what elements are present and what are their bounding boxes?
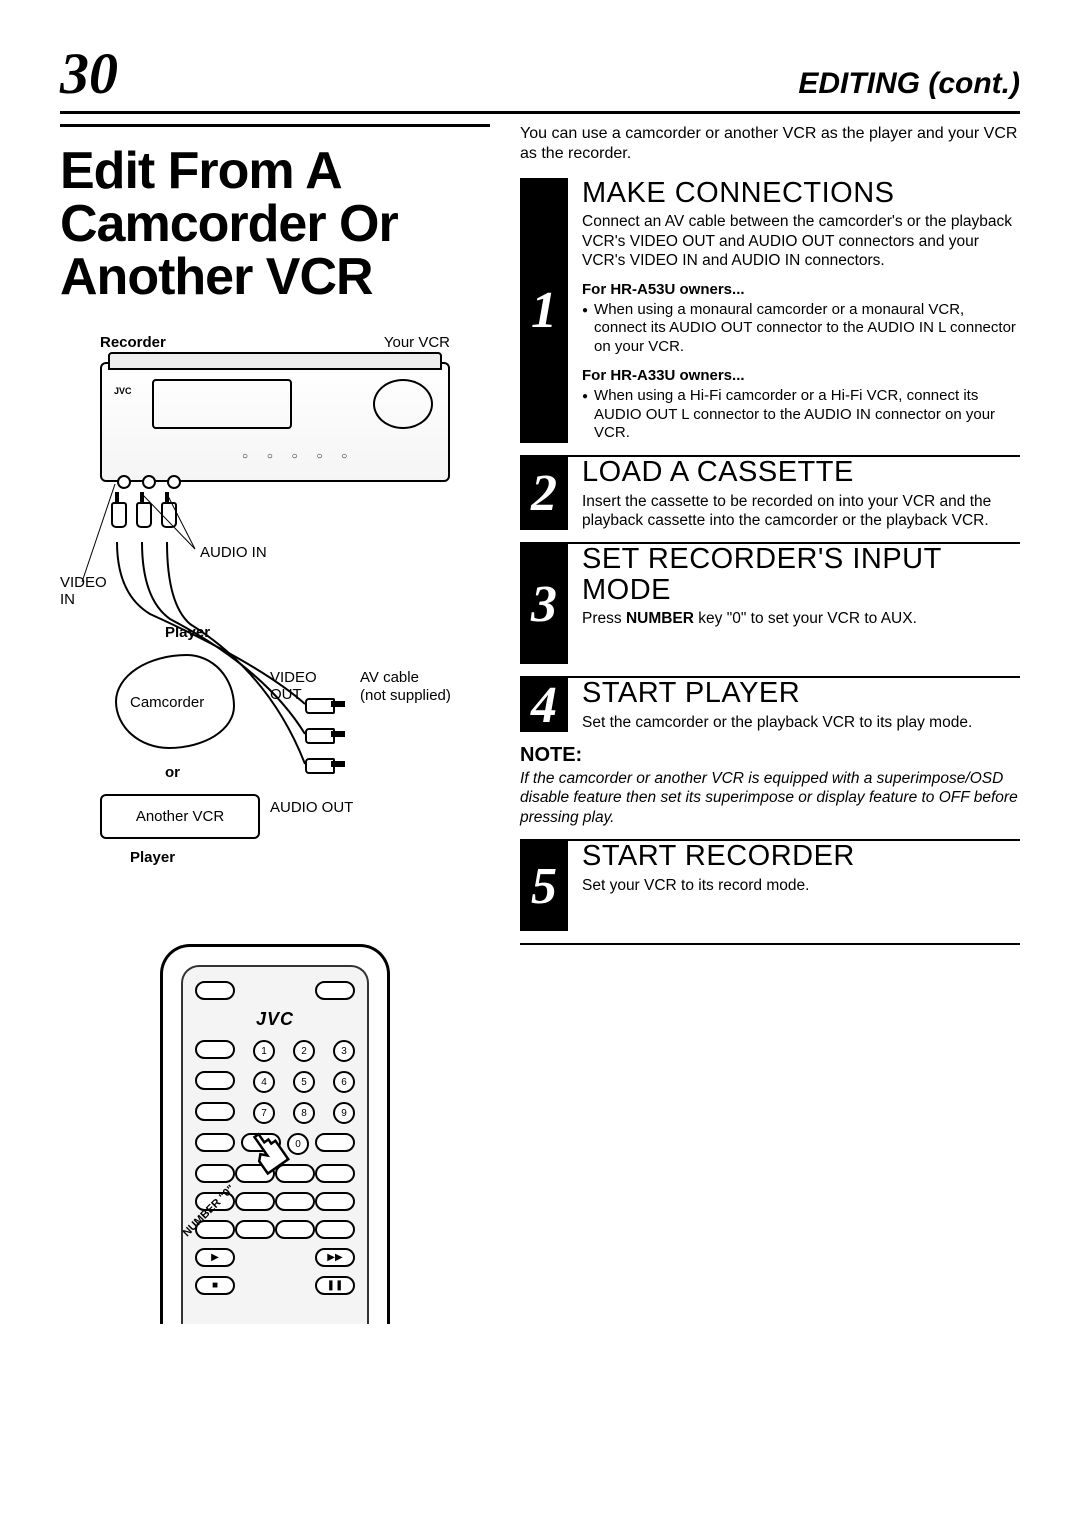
sub-heading: For HR-A53U owners...: [582, 281, 1020, 298]
intro-paragraph: You can use a camcorder or another VCR a…: [520, 124, 1020, 164]
left-column: Edit From A Camcorder Or Another VCR Rec…: [60, 124, 490, 1324]
not-supplied-label: (not supplied): [360, 687, 451, 704]
step-heading: SET RECORDER'S INPUT MODE: [582, 544, 1020, 605]
step-body: Connect an AV cable between the camcorde…: [582, 212, 1020, 270]
step-body: Press NUMBER key "0" to set your VCR to …: [582, 609, 1020, 628]
remote-brand: JVC: [195, 1009, 355, 1030]
remote-illustration: JVC 123 456 789 0 ▶▶▶ ■❚❚ NUMBER "0": [160, 944, 390, 1324]
another-vcr-icon: Another VCR: [100, 794, 260, 839]
step-number: 3: [520, 544, 568, 664]
vcr-illustration: ○ ○ ○ ○ ○ JVC: [100, 362, 450, 482]
step-number: 5: [520, 841, 568, 931]
divider: [520, 943, 1020, 945]
plug-icon: [108, 502, 126, 542]
key-1: 1: [253, 1040, 275, 1062]
plug-icon: [158, 502, 176, 542]
key-4: 4: [253, 1071, 275, 1093]
key-5: 5: [293, 1071, 315, 1093]
bullet: When using a monaural camcorder or a mon…: [582, 301, 1020, 357]
step-heading: LOAD A CASSETTE: [582, 457, 1020, 487]
key-6: 6: [333, 1071, 355, 1093]
audio-in-label: AUDIO IN: [200, 544, 267, 561]
article-title: Edit From A Camcorder Or Another VCR: [60, 145, 490, 304]
step-1: 1 MAKE CONNECTIONS Connect an AV cable b…: [520, 178, 1020, 443]
player-label: Player: [165, 624, 210, 641]
title-rule: [60, 124, 490, 127]
step-4: 4 START PLAYER Set the camcorder or the …: [520, 678, 1020, 732]
or-label: or: [165, 764, 180, 781]
hplug-icon: [305, 727, 350, 741]
bullet: When using a Hi-Fi camcorder or a Hi-Fi …: [582, 387, 1020, 443]
step-number: 2: [520, 457, 568, 530]
note-body: If the camcorder or another VCR is equip…: [520, 769, 1020, 827]
step-body: Insert the cassette to be recorded on in…: [582, 492, 1020, 531]
page-header: 30 EDITING (cont.): [60, 40, 1020, 114]
your-vcr-label: Your VCR: [384, 334, 450, 351]
step-heading: START RECORDER: [582, 841, 1020, 871]
audio-out-label: AUDIO OUT: [270, 799, 353, 816]
key-2: 2: [293, 1040, 315, 1062]
page-number: 30: [60, 40, 118, 107]
step-2: 2 LOAD A CASSETTE Insert the cassette to…: [520, 457, 1020, 530]
right-column: You can use a camcorder or another VCR a…: [520, 124, 1020, 1324]
video-in-label: VIDEO IN: [60, 574, 107, 608]
sub-heading: For HR-A33U owners...: [582, 367, 1020, 384]
hplug-icon: [305, 697, 350, 711]
camcorder-label: Camcorder: [130, 694, 204, 711]
key-8: 8: [293, 1102, 315, 1124]
step-body: Set the camcorder or the playback VCR to…: [582, 713, 1020, 732]
step-body: Set your VCR to its record mode.: [582, 876, 1020, 895]
another-vcr-text: Another VCR: [136, 808, 224, 825]
note-heading: NOTE:: [520, 744, 1020, 767]
section-title: EDITING (cont.): [798, 67, 1020, 101]
recorder-label: Recorder: [100, 334, 166, 351]
av-cable-label: AV cable: [360, 669, 419, 686]
step-3: 3 SET RECORDER'S INPUT MODE Press NUMBER…: [520, 544, 1020, 664]
step-heading: START PLAYER: [582, 678, 1020, 708]
hplug-icon: [305, 757, 350, 771]
step-number: 4: [520, 678, 568, 732]
key-3: 3: [333, 1040, 355, 1062]
plug-icon: [133, 502, 151, 542]
step-5: 5 START RECORDER Set your VCR to its rec…: [520, 841, 1020, 931]
connection-diagram: Recorder Your VCR ○ ○ ○ ○ ○ JVC: [60, 334, 470, 914]
step-heading: MAKE CONNECTIONS: [582, 178, 1020, 208]
player-label-2: Player: [130, 849, 175, 866]
two-column-layout: Edit From A Camcorder Or Another VCR Rec…: [60, 124, 1020, 1324]
step-number: 1: [520, 178, 568, 443]
key-9: 9: [333, 1102, 355, 1124]
